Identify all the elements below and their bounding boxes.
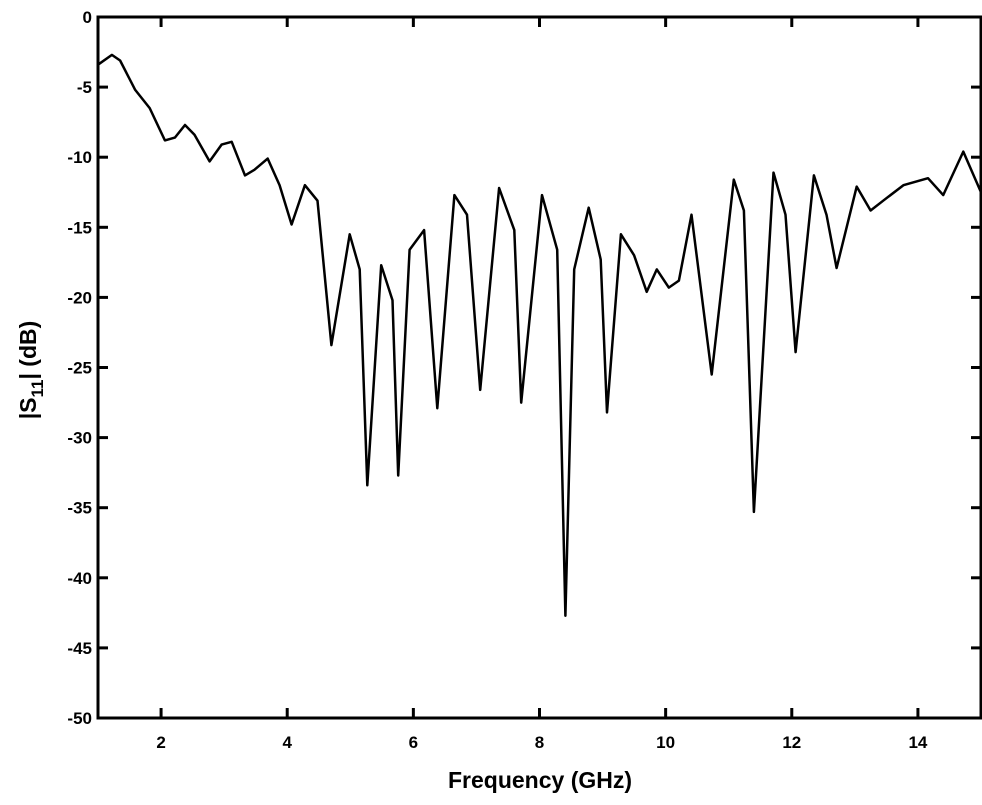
x-tick-label: 8 bbox=[535, 733, 544, 752]
x-tick-label: 6 bbox=[409, 733, 418, 752]
y-axis-label: |S11| (dB) bbox=[15, 321, 47, 420]
y-label-text: |S bbox=[15, 398, 41, 420]
x-axis-label: Frequency (GHz) bbox=[448, 767, 632, 793]
x-tick-label: 12 bbox=[782, 733, 801, 752]
data-line bbox=[97, 53, 982, 617]
y-tick-label: -40 bbox=[67, 569, 92, 588]
y-label-subscript: 11 bbox=[28, 380, 47, 398]
y-tick-label: -30 bbox=[67, 429, 92, 448]
y-tick-label: -45 bbox=[67, 639, 92, 658]
x-tick-label: 4 bbox=[282, 733, 292, 752]
y-tick-label: -10 bbox=[67, 148, 92, 167]
y-tick-label: 0 bbox=[83, 8, 92, 27]
plot-frame bbox=[96, 15, 982, 720]
x-tick-label: 2 bbox=[156, 733, 165, 752]
x-tick-label: 10 bbox=[656, 733, 675, 752]
y-label-suffix: | (dB) bbox=[15, 321, 41, 380]
y-tick-label: -20 bbox=[67, 288, 92, 307]
y-tick-label: -50 bbox=[67, 709, 92, 728]
y-tick-label: -15 bbox=[67, 218, 92, 237]
x-tick-label: 14 bbox=[908, 733, 927, 752]
y-tick-label: -35 bbox=[67, 499, 92, 518]
y-tick-label: -5 bbox=[77, 78, 92, 97]
y-tick-label: -25 bbox=[67, 359, 92, 378]
